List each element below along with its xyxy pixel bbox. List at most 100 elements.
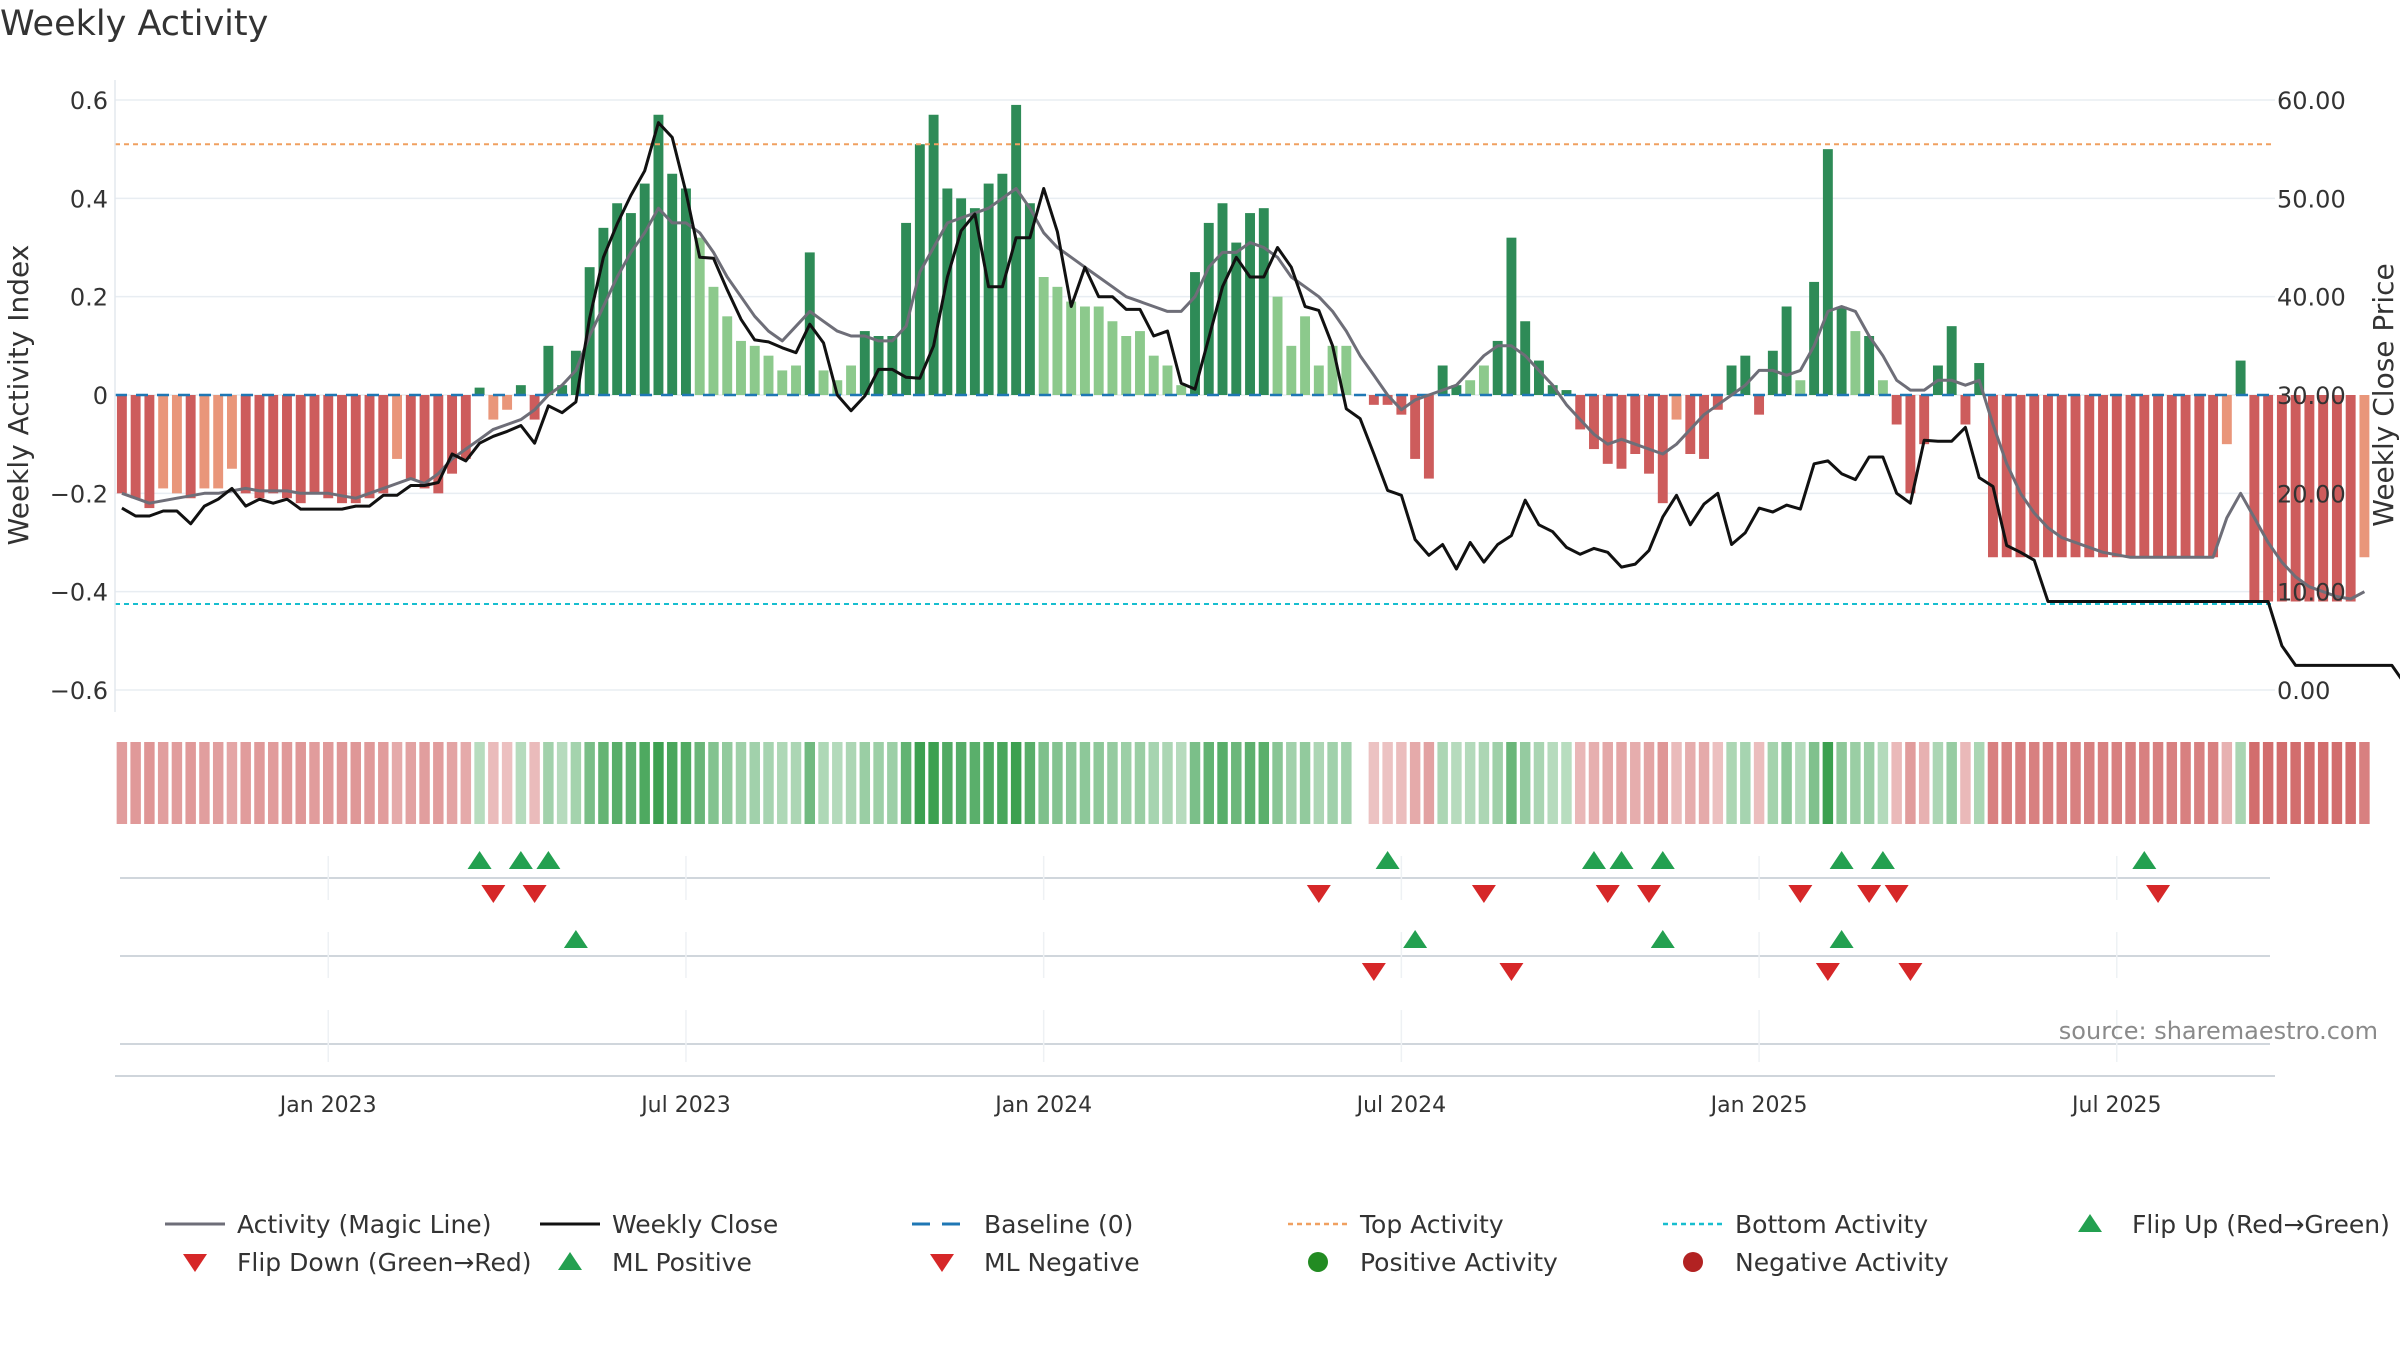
activity-bar [928,114,939,395]
activity-bar [1135,331,1145,395]
legend-swatch [1308,1252,1328,1272]
heat-cell [2139,742,2150,824]
heat-cell [116,742,128,824]
activity-bar [378,395,389,494]
heat-cell [1822,742,1834,824]
heat-cell [1341,742,1352,824]
flip-down-marker [2146,885,2171,903]
activity-bar [447,395,458,474]
activity-bar [213,395,224,489]
heat-cell [501,742,513,824]
y-right-tick-label: 10.00 [2277,579,2346,607]
activity-bar [2056,395,2067,558]
heat-cell [2304,742,2315,824]
heat-cell [1093,742,1104,824]
activity-bar [1602,395,1613,464]
activity-bar [1767,350,1778,395]
heat-cell [529,742,540,824]
activity-bar [364,395,375,499]
legend-swatch [2078,1214,2102,1232]
flip-down-marker [1595,885,1620,903]
legend-swatch [558,1252,582,1270]
heat-cell [1712,742,1724,824]
activity-bar [337,395,347,504]
activity-bar [543,345,554,395]
x-tick-label: Jul 2023 [639,1093,731,1118]
heat-cell [1671,742,1682,824]
heat-cell [1973,742,1985,824]
heat-cell [1506,742,1517,824]
heat-cell [1932,742,1944,824]
activity-bar [832,380,843,395]
heat-cell [2152,742,2164,824]
activity-bar [708,286,719,395]
activity-bar [818,370,829,395]
activity-bar [1231,242,1242,395]
activity-bar [1024,203,1035,395]
activity-bar [158,395,169,489]
x-tick-label: Jul 2024 [1355,1093,1447,1118]
heat-cell [267,742,279,824]
activity-bar [1671,395,1682,420]
x-tick-label: Jan 2023 [278,1093,377,1118]
flip-down-marker [1884,885,1909,903]
heat-cell [1464,742,1476,824]
heat-cell [887,742,898,824]
heat-cell [997,742,1008,824]
activity-bar [474,387,485,395]
heat-cell [1024,742,1036,824]
activity-bar [2345,395,2356,602]
activity-bar [1726,365,1737,395]
heat-cell [2042,742,2054,824]
activity-bar [1272,296,1283,395]
activity-heat-strip [116,742,2370,824]
activity-bar [570,350,581,395]
heat-cell [1753,742,1765,824]
heat-cell [405,742,417,824]
heat-cell [1286,742,1297,824]
heat-cell [983,742,994,824]
heat-cell [2029,742,2040,824]
legend: Activity (Magic Line) Weekly Close Baselin… [165,1210,2390,1277]
heat-cell [1877,742,1889,824]
heat-cell [1148,742,1159,824]
heat-cell [364,742,375,824]
heat-cell [1382,742,1393,824]
activity-bar [2263,395,2274,602]
activity-bar [1864,336,1875,395]
activity-bar [2015,395,2026,558]
heat-cell [1176,742,1187,824]
heat-cell [2345,742,2356,824]
activity-bar [1190,272,1200,395]
y-right-tick-label: 20.00 [2277,480,2346,508]
activity-bar [612,203,623,395]
legend-item-negact: Negative Activity [1683,1248,1949,1277]
flip-down-marker [1471,885,1496,903]
heat-cell [1836,742,1847,824]
flip-up-marker [1870,851,1895,869]
heat-cell [240,742,251,824]
activity-bar [1561,390,1572,395]
heat-cell [1726,742,1737,824]
ml-positive-marker [1650,930,1675,948]
activity-bar [639,183,650,395]
activity-bar [1300,316,1311,395]
y-left-tick-label: −0.6 [50,677,108,705]
activity-bar [460,395,471,459]
heat-cell [1451,742,1462,824]
legend-swatch [1683,1252,1703,1272]
heat-cell [2166,742,2178,824]
heat-cell [2359,742,2370,824]
magic-line [121,187,2366,601]
heat-cell [1423,742,1435,824]
heat-cell [708,742,719,824]
activity-bar [1850,331,1861,395]
heat-cell [2207,742,2219,824]
activity-bar [2304,395,2315,602]
heat-cell [790,742,802,824]
heat-cell [2262,742,2274,824]
heat-cell [446,742,458,824]
heat-cell [323,742,334,824]
heat-cell [1231,742,1242,824]
activity-bar [1217,203,1228,395]
